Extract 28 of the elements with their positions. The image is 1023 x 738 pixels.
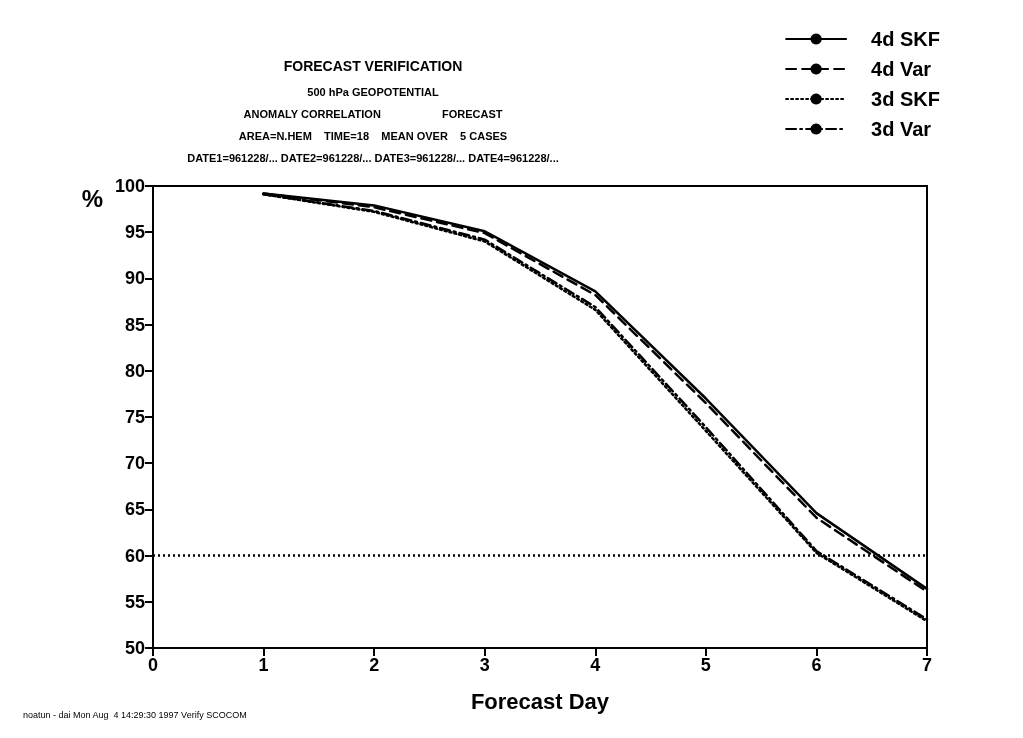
chart-subtitle: 500 hPa GEOPOTENTIAL ANOMALY CORRELATION FORECAST AREA=N.HEM TIME=18 MEAN OVER 5 CASES DATE1=961228/... DATE2=961228/... DATE3=961228/... DATE4=961228/...	[187, 86, 559, 164]
legend-label: 3d Var	[871, 118, 932, 140]
legend-label: 4d SKF	[871, 28, 941, 50]
x-tick-label: 5	[700, 655, 711, 675]
y-tick-label: 75	[124, 407, 145, 427]
y-tick-label: 80	[124, 360, 145, 381]
y-tick-label: 50	[124, 638, 145, 658]
x-tick-label: 1	[258, 655, 269, 675]
legend-label: 3d SKF	[871, 88, 941, 110]
y-tick-label: 85	[124, 314, 145, 335]
x-axis-title: Forecast Day	[470, 688, 610, 714]
chart-title: FORECAST VERIFICATION	[283, 58, 463, 74]
y-tick-label: 55	[124, 591, 145, 612]
x-tick-label: 3	[479, 655, 490, 675]
x-tick-label: 4	[590, 655, 601, 675]
y-tick-label: 60	[124, 545, 145, 566]
x-tick-label: 2	[369, 655, 380, 675]
x-tick-label: 0	[147, 655, 159, 675]
y-tick-label: 70	[124, 453, 145, 474]
y-tick-label: 95	[124, 222, 145, 243]
y-tick-label: 90	[124, 268, 145, 289]
y-tick-label: 65	[124, 499, 145, 520]
legend-label: 4d Var	[871, 58, 932, 80]
y-axis-title: %	[81, 184, 103, 212]
text: noatun - dai Mon Aug 4 14:29:30 1997 Verify SCOCOM	[23, 709, 247, 720]
y-tick-label: 100	[114, 176, 145, 196]
x-tick-label: 7	[921, 655, 933, 675]
x-tick-label: 6	[811, 655, 822, 675]
